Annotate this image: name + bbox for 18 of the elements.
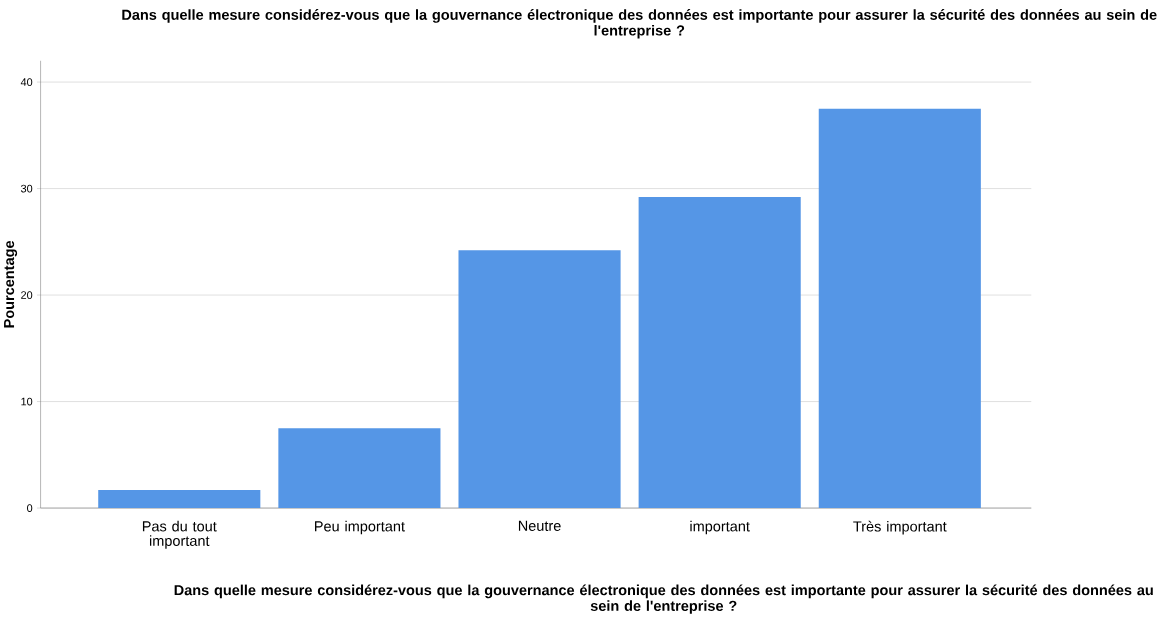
- y-tick-label: 0: [27, 504, 33, 513]
- bar: [98, 490, 261, 509]
- x-tick-label: Pas du tout important: [142, 521, 217, 550]
- y-tick-label: 20: [21, 291, 33, 300]
- y-tick-label: 30: [20, 184, 33, 193]
- y-tick-label: 40: [20, 78, 33, 87]
- x-tick-label: Peu important: [315, 521, 405, 535]
- bar: [458, 250, 621, 509]
- chart-title: Dans quelle mesure considérez-vous que la gouvernance électronique des données est importante pour assurer la sécurité des données au sein de l'entreprise ?: [122, 9, 1157, 39]
- x-tick-label: Neutre: [518, 521, 561, 532]
- bar: [818, 108, 981, 509]
- bar: [638, 197, 801, 509]
- y-axis-title: Pourcentage: [4, 241, 18, 328]
- x-axis-title: Dans quelle mesure considérez-vous que la gouvernance électronique des données est importante pour assurer la sécurité des données au sein de l'entreprise ?: [174, 584, 1153, 615]
- x-tick-label: Très important: [853, 521, 947, 535]
- bar: [278, 428, 441, 509]
- x-tick-label: important: [690, 521, 750, 535]
- y-tick-label: 10: [21, 397, 33, 406]
